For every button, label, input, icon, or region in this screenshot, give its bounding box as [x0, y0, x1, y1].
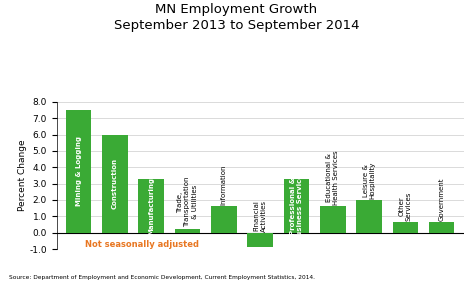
Text: Mining & Logging: Mining & Logging [76, 136, 81, 206]
Bar [393, 222, 418, 233]
Text: Trade,
Transportation
& Utilities: Trade, Transportation & Utilities [177, 177, 198, 228]
Text: Leisure &
Hospitality: Leisure & Hospitality [363, 162, 376, 199]
Bar [247, 233, 273, 246]
Text: Financial
Activities: Financial Activities [254, 200, 267, 231]
Text: Not seasonally adjusted: Not seasonally adjusted [85, 240, 199, 249]
Y-axis label: Percent Change: Percent Change [18, 140, 26, 211]
Text: Professional &
Business Services: Professional & Business Services [290, 170, 303, 241]
Bar [66, 110, 91, 233]
Text: Source: Department of Employment and Economic Development, Current Employment St: Source: Department of Employment and Eco… [9, 275, 315, 280]
Text: Manufacturing: Manufacturing [148, 177, 154, 235]
Bar [320, 206, 345, 233]
Bar [175, 229, 200, 233]
Text: Other
Services: Other Services [399, 192, 412, 221]
Text: MN Employment Growth
September 2013 to September 2014: MN Employment Growth September 2013 to S… [114, 3, 359, 32]
Text: Construction: Construction [112, 158, 118, 209]
Bar [284, 179, 309, 233]
Bar [139, 179, 164, 233]
Text: Information: Information [221, 164, 227, 205]
Bar [211, 206, 236, 233]
Bar [102, 135, 128, 233]
Bar [429, 222, 455, 233]
Bar [356, 200, 382, 233]
Text: Educational &
Health Services: Educational & Health Services [326, 150, 339, 205]
Text: Government: Government [439, 177, 445, 221]
